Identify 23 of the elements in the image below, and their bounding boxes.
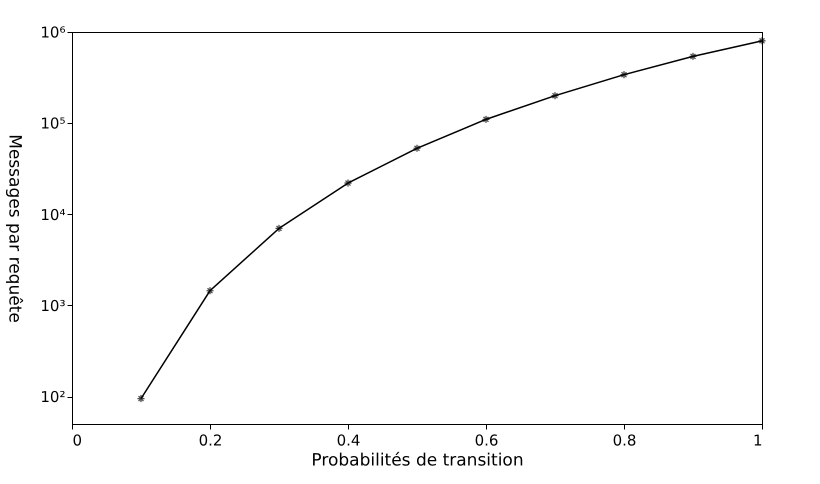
point [412,144,422,152]
point [550,92,560,100]
y-tick-label: 10² [40,388,66,406]
x-tick-label: 0 [72,432,82,450]
point [344,178,352,188]
point [206,286,214,295]
x-tick-label: 0.4 [336,432,360,450]
point [620,70,628,79]
x-tick-label: 1 [752,432,762,450]
point [274,224,284,233]
point [758,36,766,46]
point [482,115,490,124]
x-tick-label: 0.2 [198,432,222,450]
x-tick-label: 0.6 [474,432,498,450]
point [688,52,698,61]
y-tick-label: 10⁶ [40,24,66,42]
x-tick-label: 0.8 [612,432,636,450]
y-tick-label: 10³ [40,296,66,315]
y-tick-label: 10⁴ [40,206,66,224]
y-tick-label: 10⁵ [40,114,66,133]
x-axis-title: Probabilités de transition [311,450,524,470]
y-axis-title: Messages par requête [4,134,24,323]
point [136,394,146,403]
